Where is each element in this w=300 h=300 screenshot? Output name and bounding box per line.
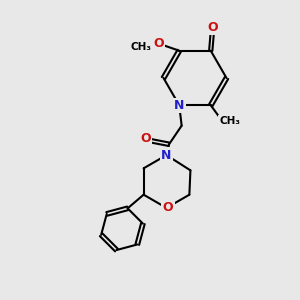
Text: CH₃: CH₃ [131, 41, 152, 52]
Text: O: O [208, 21, 218, 34]
Text: N: N [161, 148, 172, 162]
Text: O: O [140, 132, 151, 146]
Text: O: O [153, 37, 164, 50]
Text: O: O [163, 201, 173, 214]
Text: N: N [174, 99, 184, 112]
Text: CH₃: CH₃ [219, 116, 240, 126]
